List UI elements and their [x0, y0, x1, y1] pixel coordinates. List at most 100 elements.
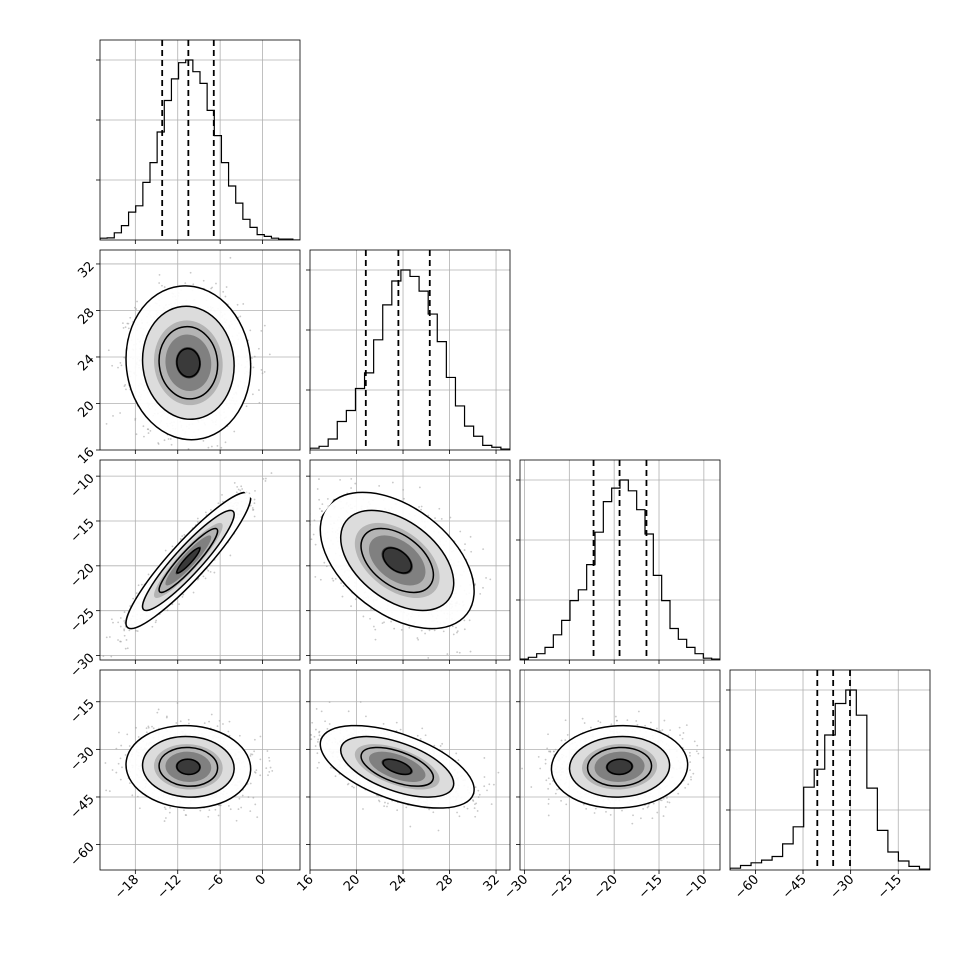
scatter-point: [202, 439, 205, 442]
scatter-point: [221, 493, 223, 496]
scatter-point: [110, 618, 113, 621]
scatter-point: [469, 650, 472, 653]
panel-frame: [99, 459, 301, 661]
panel-frame: [519, 459, 721, 661]
scatter-point: [204, 577, 207, 580]
scatter-point: [258, 401, 261, 404]
scatter-point: [240, 455, 242, 457]
scatter-point: [175, 482, 177, 484]
scatter-point: [393, 627, 396, 630]
scatter-point: [127, 327, 130, 330]
scatter-point: [166, 609, 169, 612]
scatter-point: [254, 489, 256, 492]
scatter-point: [314, 543, 317, 546]
scatter-point: [110, 655, 113, 658]
scatter-point: [179, 538, 182, 540]
scatter-point: [123, 611, 126, 613]
scatter-point: [183, 534, 186, 536]
scatter-point: [242, 303, 245, 305]
scatter-point: [253, 498, 256, 501]
scatter-point: [119, 412, 122, 414]
scatter-point: [157, 442, 160, 444]
scatter-point: [158, 273, 161, 276]
scatter-point: [253, 515, 256, 518]
scatter-point: [126, 647, 129, 650]
scatter-point: [263, 371, 266, 373]
scatter-point: [107, 349, 110, 352]
scatter-point: [154, 621, 157, 624]
scatter-point: [123, 634, 126, 637]
scatter-point: [163, 286, 166, 288]
scatter-point: [167, 438, 170, 440]
scatter-point: [418, 486, 421, 489]
panel-frame: [729, 669, 931, 871]
scatter-point: [370, 608, 372, 611]
density-level-4: [175, 347, 202, 379]
scatter-point: [251, 507, 254, 509]
scatter-point: [120, 364, 123, 367]
contour-1: [141, 305, 235, 421]
panel-frame: [309, 249, 511, 451]
scatter-point: [112, 415, 114, 417]
scatter-point: [148, 491, 150, 493]
scatter-point: [225, 286, 228, 288]
scatter-point: [334, 577, 337, 580]
scatter-point: [125, 639, 128, 641]
panel-1-0: [96, 250, 300, 493]
hist-step-p4: [730, 689, 930, 870]
scatter-point: [240, 485, 243, 488]
scatter-point: [342, 585, 345, 587]
density-level-4: [175, 546, 202, 575]
scatter-point: [119, 625, 122, 628]
scatter-point: [416, 637, 419, 639]
scatter-point: [187, 448, 190, 450]
scatter-point: [456, 631, 458, 634]
scatter-point: [220, 446, 223, 449]
scatter-point: [390, 620, 393, 623]
scatter-point: [452, 633, 455, 636]
scatter-point: [147, 573, 150, 576]
scatter-point: [143, 435, 145, 438]
scatter-point: [170, 443, 173, 446]
scatter-point: [340, 582, 343, 585]
scatter-point: [455, 626, 457, 629]
scatter-point: [211, 286, 214, 289]
scatter-point: [127, 322, 130, 325]
scatter-point: [123, 629, 126, 632]
scatter-point: [236, 303, 239, 306]
scatter-point: [391, 481, 394, 484]
scatter-point: [181, 595, 184, 598]
scatter-point: [161, 284, 163, 287]
scatter-point: [229, 554, 232, 557]
scatter-point: [163, 439, 166, 442]
scatter-point: [262, 477, 265, 480]
scatter-point: [137, 584, 140, 587]
panel-2-1: [306, 460, 510, 664]
scatter-point: [136, 630, 139, 632]
scatter-point: [209, 570, 212, 573]
scatter-point: [204, 511, 207, 514]
scatter-point: [253, 502, 256, 505]
scatter-point: [213, 571, 216, 574]
hist-step-p2: [310, 269, 510, 450]
scatter-point: [420, 505, 423, 508]
scatter-point: [123, 356, 126, 359]
scatter-point: [354, 598, 357, 601]
scatter-point: [378, 485, 381, 487]
scatter-point: [314, 576, 317, 578]
scatter-point: [261, 372, 264, 375]
scatter-point: [313, 519, 316, 522]
scatter-point: [192, 283, 195, 286]
scatter-point: [134, 417, 137, 420]
scatter-point: [202, 575, 205, 578]
scatter-point: [134, 306, 136, 309]
scatter-point: [135, 308, 138, 310]
scatter-point: [96, 668, 98, 670]
scatter-point: [171, 545, 174, 548]
scatter-point: [257, 347, 260, 350]
scatter-point: [140, 583, 143, 586]
scatter-point: [111, 364, 114, 367]
scatter-point: [332, 579, 335, 582]
scatter-point: [147, 432, 150, 434]
scatter-point: [196, 521, 199, 523]
